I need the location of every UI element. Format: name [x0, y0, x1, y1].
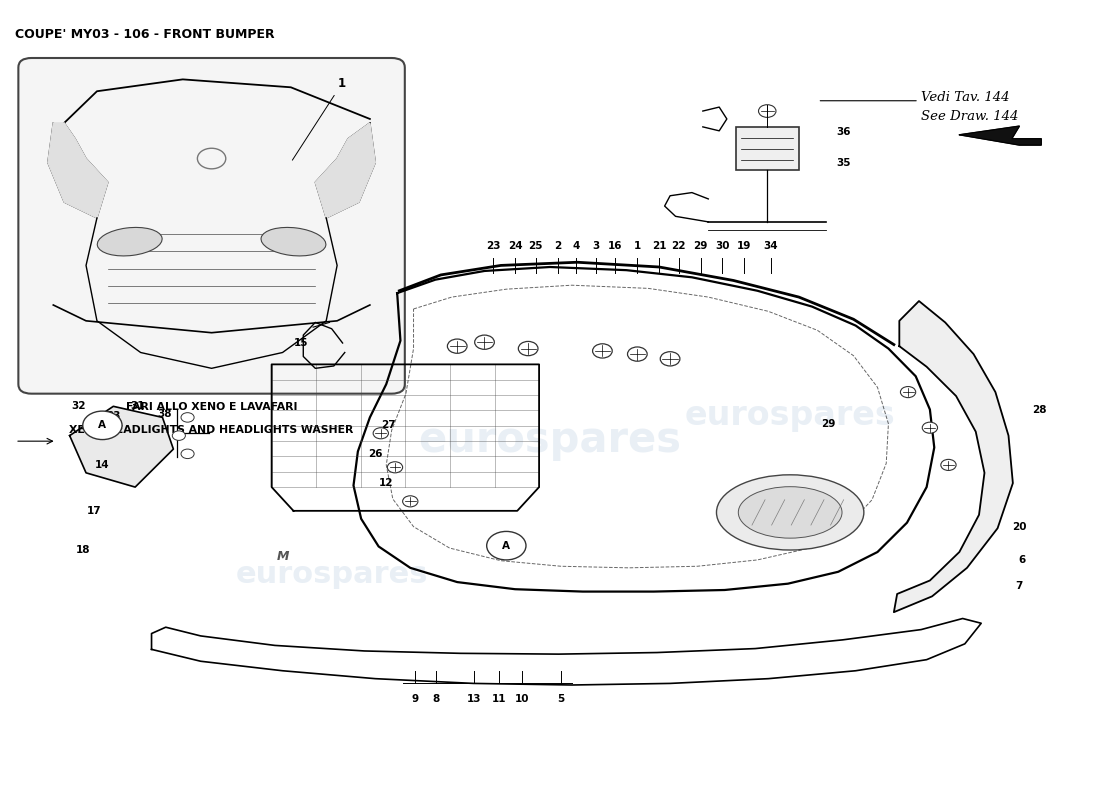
FancyBboxPatch shape — [19, 58, 405, 394]
Text: M: M — [276, 550, 289, 563]
Ellipse shape — [97, 227, 162, 256]
Text: 34: 34 — [763, 241, 778, 251]
Text: A: A — [503, 541, 510, 550]
Text: FARI ALLO XENO E LAVAFARI: FARI ALLO XENO E LAVAFARI — [125, 402, 297, 411]
Ellipse shape — [738, 486, 842, 538]
Text: See Draw. 144: See Draw. 144 — [921, 110, 1019, 123]
Text: XENO HEADLIGHTS AND HEADLIGHTS WASHER: XENO HEADLIGHTS AND HEADLIGHTS WASHER — [69, 426, 354, 435]
Circle shape — [373, 428, 388, 438]
Polygon shape — [47, 123, 108, 218]
Text: eurospares: eurospares — [235, 560, 428, 589]
Circle shape — [82, 411, 122, 439]
Circle shape — [182, 449, 194, 458]
Text: 18: 18 — [76, 546, 90, 555]
Text: 6: 6 — [1018, 555, 1025, 565]
Circle shape — [486, 531, 526, 560]
Circle shape — [922, 422, 937, 434]
Text: 9: 9 — [411, 694, 418, 705]
Circle shape — [403, 496, 418, 507]
Text: 10: 10 — [515, 694, 529, 705]
Circle shape — [387, 462, 403, 473]
Text: Vedi Tav. 144: Vedi Tav. 144 — [921, 91, 1010, 104]
Circle shape — [593, 344, 613, 358]
Text: 29: 29 — [693, 241, 707, 251]
Text: 23: 23 — [486, 241, 500, 251]
Circle shape — [759, 105, 775, 118]
Text: 16: 16 — [608, 241, 623, 251]
Circle shape — [182, 413, 194, 422]
Ellipse shape — [716, 475, 864, 550]
Text: A: A — [98, 420, 107, 430]
Bar — [736, 127, 799, 170]
Text: 12: 12 — [379, 478, 394, 488]
Text: 33: 33 — [106, 411, 121, 421]
Text: 1: 1 — [293, 78, 345, 160]
Polygon shape — [69, 406, 174, 487]
Text: 3: 3 — [592, 241, 600, 251]
Text: 32: 32 — [72, 402, 86, 411]
Text: 8: 8 — [432, 694, 440, 705]
Text: 17: 17 — [87, 506, 101, 516]
Circle shape — [475, 335, 494, 350]
Text: 24: 24 — [508, 241, 522, 251]
Text: 29: 29 — [822, 418, 836, 429]
Text: 30: 30 — [715, 241, 729, 251]
Ellipse shape — [261, 227, 326, 256]
Circle shape — [448, 339, 468, 354]
Text: 28: 28 — [1032, 405, 1046, 414]
Text: 22: 22 — [672, 241, 686, 251]
Text: 20: 20 — [1012, 522, 1026, 532]
Text: 36: 36 — [836, 127, 850, 138]
Text: 37: 37 — [748, 151, 763, 161]
Text: 38: 38 — [157, 410, 172, 419]
Text: 7: 7 — [1015, 581, 1023, 591]
Text: 2: 2 — [554, 241, 561, 251]
Text: COUPE' MY03 - 106 - FRONT BUMPER: COUPE' MY03 - 106 - FRONT BUMPER — [15, 28, 275, 41]
Text: 27: 27 — [381, 420, 396, 430]
Text: 11: 11 — [492, 694, 506, 705]
Circle shape — [627, 347, 647, 362]
Circle shape — [173, 431, 186, 440]
Polygon shape — [894, 301, 1013, 612]
Text: 13: 13 — [466, 694, 481, 705]
Text: 21: 21 — [652, 241, 667, 251]
Text: 31: 31 — [130, 402, 144, 411]
Text: 15: 15 — [294, 338, 308, 348]
Text: 25: 25 — [529, 241, 543, 251]
Text: 19: 19 — [737, 241, 751, 251]
Polygon shape — [959, 126, 1042, 145]
Text: eurospares: eurospares — [685, 399, 895, 432]
Circle shape — [940, 459, 956, 470]
Circle shape — [901, 386, 915, 398]
Text: 35: 35 — [836, 158, 850, 167]
Text: 5: 5 — [558, 694, 564, 705]
Text: 4: 4 — [572, 241, 580, 251]
Text: 1: 1 — [634, 241, 641, 251]
Text: eurospares: eurospares — [418, 418, 682, 461]
Circle shape — [660, 352, 680, 366]
Text: 14: 14 — [95, 460, 110, 470]
Polygon shape — [316, 123, 375, 218]
Text: 26: 26 — [368, 449, 383, 459]
Circle shape — [518, 342, 538, 356]
